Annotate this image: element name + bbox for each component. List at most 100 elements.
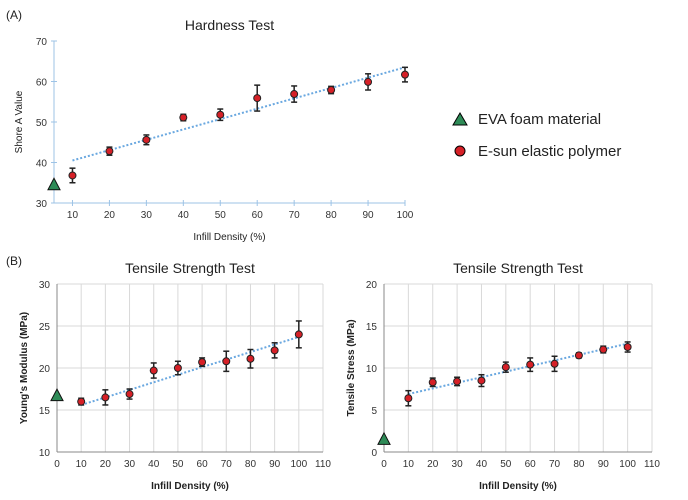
y-tick-label: 30 [36,199,48,210]
panel-b-label: (B) [6,254,22,268]
x-tick-label: 50 [500,459,512,470]
legend: EVA foam material E-sun elastic polymer [452,103,621,167]
data-point-polymer [428,378,437,387]
x-tick-label: 40 [476,459,488,470]
data-point-polymer [101,393,110,402]
circle-icon [454,145,466,157]
legend-label-polymer: E-sun elastic polymer [478,142,622,160]
y-tick-label: 15 [39,406,51,417]
x-tick-label: 30 [141,210,153,221]
chart-title: Hardness Test [185,17,274,33]
y-axis-label: Young's Modulus (MPa) [19,312,30,424]
hardness-chart: 30 40 50 60 70 10 20 30 40 50 60 70 80 90 100 Hardness … [14,17,414,243]
data-point-polymer [253,94,262,103]
legend-item-polymer: E-sun elastic polymer [452,135,621,167]
y-tick-label: 20 [366,280,378,291]
x-tick-label: 30 [452,459,464,470]
y-tick-label: 30 [39,280,51,291]
x-tick-label: 20 [427,459,439,470]
data-point-polymer [401,70,409,79]
data-point-polymer [198,358,207,367]
x-tick-label: 50 [172,459,184,470]
data-point-polymer [623,343,632,351]
data-point-polymer [68,171,77,180]
x-tick-label: 80 [326,210,338,221]
x-tick-label: 60 [197,459,209,470]
x-axis-label: Infill Density (%) [151,481,229,492]
panel-a-label: (A) [6,8,22,22]
data-point-polymer [246,354,255,363]
data-point-polymer [222,357,231,366]
x-tick-label: 90 [269,459,281,470]
x-tick-label: 40 [178,210,190,221]
y-tick-label: 10 [39,448,51,459]
triangle-icon [452,112,468,126]
x-tick-label: 20 [104,210,116,221]
trendline [80,335,300,406]
y-tick-label: 60 [36,78,48,89]
y-tick-label: 50 [36,118,48,129]
data-point-polymer [77,397,86,406]
y-tick-label: 10 [366,364,378,375]
y-tick-label: 15 [366,322,378,333]
data-point-polymer [125,390,134,399]
data-point-polymer [270,346,279,355]
x-tick-label: 40 [148,459,160,470]
data-point-polymer [404,394,413,403]
x-tick-label: 90 [362,210,374,221]
x-axis-label: Infill Density (%) [479,481,557,492]
x-tick-label: 60 [252,210,264,221]
data-point-polymer [364,77,373,86]
data-point-polymer [526,360,535,369]
data-point-polymer [105,147,114,156]
data-point-polymer [453,377,462,386]
x-tick-label: 100 [397,210,414,221]
x-tick-label: 110 [644,459,660,470]
trendline [408,342,628,396]
data-point-polymer [550,359,559,368]
y-axis-label: Shore A Value [14,90,25,153]
x-tick-label: 70 [549,459,561,470]
trendline [72,66,406,162]
legend-item-eva: EVA foam material [452,103,621,135]
data-point-polymer [599,345,608,354]
x-tick-label: 80 [573,459,585,470]
x-tick-label: 100 [290,459,307,470]
x-tick-label: 50 [215,210,227,221]
x-axis-label: Infill Density (%) [193,232,265,243]
data-point-polymer [294,330,303,339]
chart-title: Tensile Strength Test [125,260,255,276]
chart-title: Tensile Strength Test [453,260,583,276]
x-tick-label: 30 [124,459,136,470]
data-point-polymer [574,351,583,360]
x-tick-label: 10 [67,210,79,221]
data-point-polymer [290,90,299,99]
x-tick-label: 10 [76,459,88,470]
data-point-eva [377,431,391,445]
y-tick-label: 0 [371,448,377,459]
data-point-polymer [142,135,151,144]
y-tick-label: 20 [39,364,51,375]
x-tick-label: 100 [619,459,636,470]
y-tick-label: 5 [371,406,377,417]
data-point-polymer [173,364,182,372]
data-point-polymer [179,113,188,122]
x-tick-label: 60 [525,459,537,470]
data-point-polymer [501,363,510,372]
data-point-polymer [477,376,486,385]
data-point-polymer [216,110,225,119]
tensile-stress-chart: 0 5 10 15 20 0 10 20 30 40 50 60 70 80 90 100 110 Tensile… [346,260,660,492]
data-point-polymer [149,366,158,375]
x-tick-label: 80 [245,459,257,470]
x-tick-label: 0 [381,459,387,470]
x-tick-label: 0 [54,459,60,470]
x-tick-label: 70 [289,210,301,221]
y-axis-label: Tensile Stress (MPa) [346,319,357,416]
legend-label-eva: EVA foam material [478,110,602,128]
y-tick-label: 25 [39,322,51,333]
x-tick-label: 20 [100,459,112,470]
x-tick-label: 110 [315,459,331,470]
x-tick-label: 90 [598,459,610,470]
